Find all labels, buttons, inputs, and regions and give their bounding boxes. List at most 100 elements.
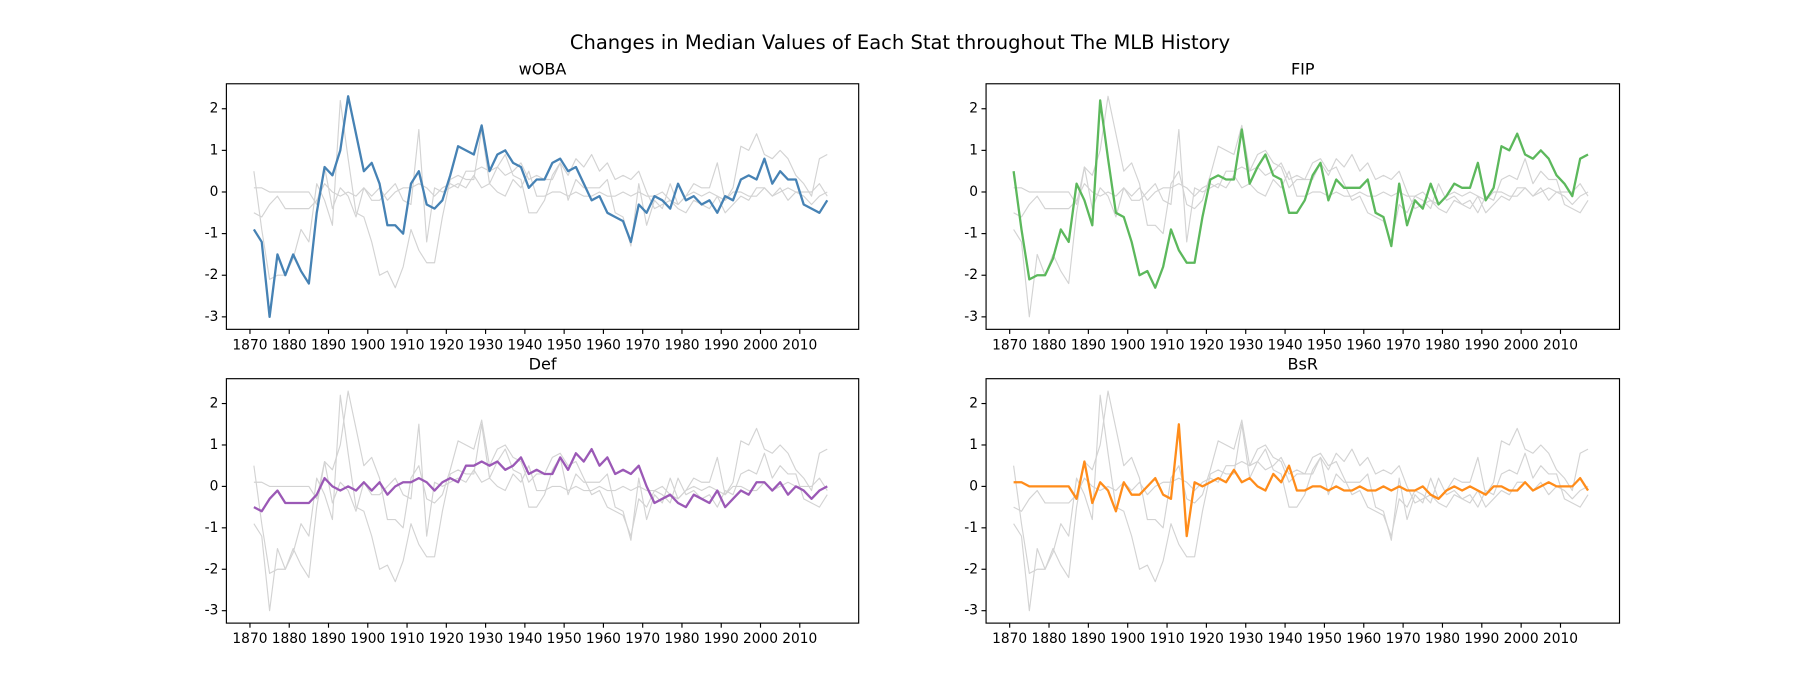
x-tick-label: 1990 bbox=[704, 337, 739, 353]
x-tick-label: 1950 bbox=[1307, 631, 1342, 647]
y-tick-label: -3 bbox=[964, 603, 978, 619]
background-line bbox=[253, 128, 828, 243]
x-tick-label: 1930 bbox=[468, 631, 503, 647]
x-tick-label: 1950 bbox=[547, 631, 582, 647]
background-line bbox=[253, 423, 828, 537]
y-tick-label: 2 bbox=[969, 101, 978, 117]
y-tick-label: 1 bbox=[210, 437, 219, 453]
x-tick-label: 1870 bbox=[232, 337, 267, 353]
y-tick-label: 0 bbox=[210, 184, 219, 200]
y-tick-label: 0 bbox=[210, 478, 219, 494]
x-tick-label: 2000 bbox=[743, 337, 778, 353]
axes-frame bbox=[985, 83, 1621, 330]
y-tick-label: -3 bbox=[205, 603, 219, 619]
y-tick-label: -2 bbox=[964, 267, 978, 283]
x-tick-label: 1960 bbox=[586, 631, 621, 647]
y-tick-label: -3 bbox=[964, 309, 978, 325]
x-tick-label: 1960 bbox=[586, 337, 621, 353]
y-tick-label: 2 bbox=[969, 396, 978, 412]
background-line bbox=[1013, 128, 1589, 243]
x-tick-label: 1880 bbox=[1031, 337, 1066, 353]
y-tick-label: -2 bbox=[964, 561, 978, 577]
background-line bbox=[253, 390, 828, 612]
x-tick-label: 1930 bbox=[1228, 337, 1263, 353]
y-tick-label: 2 bbox=[210, 396, 219, 412]
panel-title: FIP bbox=[1291, 60, 1315, 79]
x-tick-label: 1920 bbox=[1189, 631, 1224, 647]
x-tick-label: 1970 bbox=[625, 337, 660, 353]
series-line bbox=[1012, 99, 1589, 289]
panel-title: wOBA bbox=[519, 60, 567, 79]
x-tick-label: 1960 bbox=[1346, 337, 1381, 353]
background-line bbox=[253, 99, 828, 289]
panel-title: BsR bbox=[1288, 354, 1319, 373]
background-line bbox=[1013, 394, 1589, 583]
x-tick-label: 1880 bbox=[272, 337, 307, 353]
x-tick-label: 1940 bbox=[1268, 337, 1303, 353]
x-tick-label: 2000 bbox=[1504, 631, 1539, 647]
x-tick-label: 1950 bbox=[1307, 337, 1342, 353]
background-line bbox=[253, 394, 828, 583]
x-tick-label: 1920 bbox=[429, 631, 464, 647]
series-line bbox=[253, 447, 828, 513]
y-tick-label: -1 bbox=[205, 520, 219, 536]
x-tick-label: 1920 bbox=[429, 337, 464, 353]
axes-frame bbox=[225, 83, 860, 330]
series-line bbox=[1013, 423, 1590, 538]
x-tick-label: 1890 bbox=[311, 631, 346, 647]
x-tick-label: 1970 bbox=[1386, 337, 1421, 353]
chart-title: Changes in Median Values of Each Stat th… bbox=[570, 31, 1230, 54]
panel-title: Def bbox=[529, 354, 557, 373]
x-tick-label: 1990 bbox=[704, 631, 739, 647]
x-tick-label: 2010 bbox=[782, 631, 817, 647]
x-tick-label: 1920 bbox=[1189, 337, 1224, 353]
x-tick-label: 1940 bbox=[507, 631, 542, 647]
axes-frame bbox=[985, 378, 1621, 624]
y-tick-label: -1 bbox=[964, 226, 978, 242]
x-tick-label: 1900 bbox=[1110, 631, 1145, 647]
x-tick-label: 1890 bbox=[1071, 337, 1106, 353]
x-tick-label: 1890 bbox=[311, 337, 346, 353]
x-tick-label: 1880 bbox=[1031, 631, 1066, 647]
series-line bbox=[252, 95, 829, 319]
x-tick-label: 1980 bbox=[1425, 631, 1460, 647]
y-tick-label: 0 bbox=[969, 478, 978, 494]
x-tick-label: 1970 bbox=[625, 631, 660, 647]
y-tick-label: 1 bbox=[969, 142, 978, 158]
x-tick-label: 1970 bbox=[1386, 631, 1421, 647]
y-tick-label: 1 bbox=[210, 142, 219, 158]
x-tick-label: 2010 bbox=[1543, 631, 1578, 647]
y-tick-label: -1 bbox=[205, 226, 219, 242]
x-tick-label: 1950 bbox=[547, 337, 582, 353]
x-tick-label: 1870 bbox=[992, 337, 1027, 353]
background-line bbox=[253, 153, 828, 218]
x-tick-label: 1900 bbox=[350, 337, 385, 353]
background-line bbox=[1013, 153, 1589, 218]
x-tick-label: 1900 bbox=[350, 631, 385, 647]
x-tick-label: 2010 bbox=[782, 337, 817, 353]
x-tick-label: 1890 bbox=[1071, 631, 1106, 647]
x-tick-label: 1940 bbox=[1268, 631, 1303, 647]
y-tick-label: 0 bbox=[969, 184, 978, 200]
x-tick-label: 1930 bbox=[468, 337, 503, 353]
x-tick-label: 1930 bbox=[1228, 631, 1263, 647]
x-tick-label: 1870 bbox=[992, 631, 1027, 647]
y-tick-label: 2 bbox=[210, 101, 219, 117]
x-tick-label: 1910 bbox=[390, 631, 425, 647]
axes-frame bbox=[225, 378, 860, 624]
x-tick-label: 1940 bbox=[507, 337, 542, 353]
background-line bbox=[1013, 95, 1589, 318]
x-tick-label: 1990 bbox=[1464, 631, 1499, 647]
y-tick-label: -3 bbox=[205, 309, 219, 325]
y-tick-label: -2 bbox=[205, 267, 219, 283]
x-tick-label: 1980 bbox=[664, 631, 699, 647]
x-tick-label: 1880 bbox=[272, 631, 307, 647]
y-tick-label: -2 bbox=[205, 561, 219, 577]
x-tick-label: 1910 bbox=[1150, 337, 1185, 353]
background-line bbox=[1013, 448, 1589, 512]
x-tick-label: 1870 bbox=[232, 631, 267, 647]
background-line bbox=[1013, 390, 1589, 612]
x-tick-label: 1900 bbox=[1110, 337, 1145, 353]
x-tick-label: 2000 bbox=[743, 631, 778, 647]
